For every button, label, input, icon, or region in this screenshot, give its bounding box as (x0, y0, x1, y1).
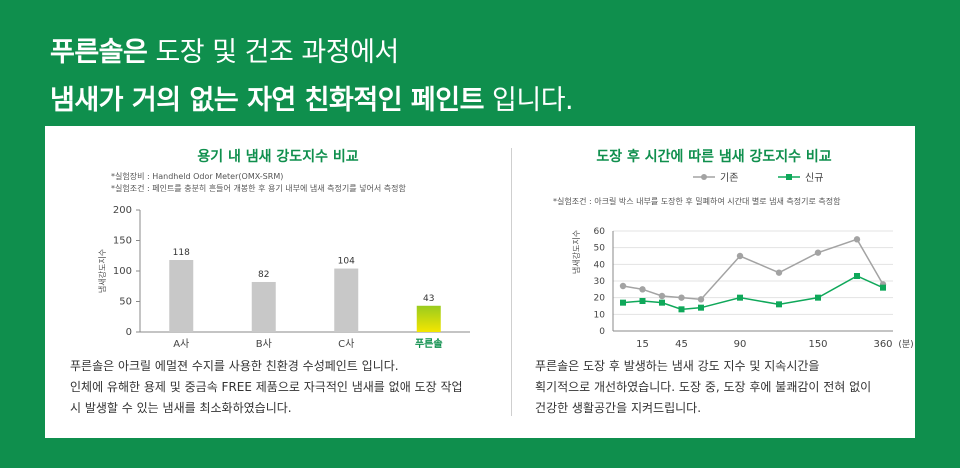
x-tick-label: 150 (808, 339, 827, 350)
bar (251, 281, 276, 332)
y-tick-label: 200 (113, 205, 132, 216)
left-desc-line: 시 발생할 수 있는 냄새를 최소화하였습니다. (70, 401, 292, 415)
x-unit-label: (분) (898, 339, 913, 350)
y-tick-label: 50 (594, 244, 606, 254)
headline-line-1: 푸른솔은 도장 및 건조 과정에서 (50, 30, 399, 69)
bar (416, 305, 441, 332)
content-panel: 용기 내 냄새 강도지수 비교 *실험장비 : Handheld Odor Me… (45, 126, 915, 438)
y-tick-label: 20 (594, 294, 606, 304)
data-point (658, 292, 666, 300)
series-line (622, 275, 884, 311)
bar-value-label: 82 (258, 270, 269, 280)
right-description: 푸른솔은 도장 후 발생하는 냄새 강도 지수 및 지속시간을 획기적으로 개선… (535, 356, 905, 419)
data-point (737, 294, 743, 301)
right-desc-line: 획기적으로 개선하였습니다. 도장 중, 도장 후에 불쾌감이 전혀 없이 (535, 380, 872, 394)
x-tick-label: 15 (636, 339, 649, 350)
y-axis-label: 냄새강도지수 (97, 249, 107, 293)
series-line (622, 238, 884, 301)
x-tick-label: A사 (173, 338, 189, 350)
data-point (776, 301, 782, 308)
legend-label: 신규 (805, 172, 823, 184)
left-desc-line: 푸른솔은 아크릴 에멀젼 수지를 사용한 친환경 수성페인트 입니다. (70, 359, 399, 373)
legend-marker (786, 174, 792, 180)
headline-line-2: 냄새가 거의 없는 자연 친화적인 페인트 입니다. (50, 78, 574, 117)
data-point (697, 296, 705, 303)
data-point (736, 252, 744, 260)
right-desc-line: 푸른솔은 도장 후 발생하는 냄새 강도 지수 및 지속시간을 (535, 359, 820, 373)
data-point (698, 304, 704, 311)
headline-line-2-c: 입니다. (483, 85, 574, 116)
data-point (775, 269, 783, 276)
data-point (619, 282, 627, 290)
data-point (659, 299, 665, 306)
legend-marker (701, 174, 707, 180)
x-tick-label: 360 (873, 339, 892, 350)
headline-brand: 푸른솔은 (50, 37, 148, 68)
left-note-2: *실험조건 : 페인트를 충분히 흔들어 개봉한 후 용기 내부에 냄새 측정기… (111, 184, 406, 193)
x-tick-label: 푸른솔 (415, 337, 443, 350)
left-description: 푸른솔은 아크릴 에멀젼 수지를 사용한 친환경 수성페인트 입니다. 인체에 … (70, 356, 500, 419)
x-tick-label: 45 (675, 339, 688, 350)
left-chart-title: 용기 내 냄새 강도지수 비교 (197, 149, 359, 165)
x-tick-label: 90 (734, 339, 747, 350)
bar (334, 268, 359, 332)
left-desc-line: 인체에 유해한 용제 및 중금속 FREE 제품으로 자극적인 냄새를 없애 도… (70, 380, 463, 394)
y-axis-label: 냄새강도지수 (571, 230, 581, 274)
bar-value-label: 43 (423, 294, 434, 304)
y-tick-label: 10 (594, 310, 606, 320)
headline-line-2-b: 자연 친화적인 페인트 (247, 85, 484, 116)
bar (169, 260, 194, 332)
y-tick-label: 30 (594, 277, 606, 287)
y-tick-label: 40 (594, 260, 606, 270)
y-tick-label: 50 (119, 297, 132, 308)
bar-value-label: 118 (173, 248, 190, 258)
data-point (639, 298, 646, 304)
data-point (853, 236, 861, 243)
bar-chart: 0 50 100 150 200 냄새강도지수 118 A사 82 B사 104 C사 43 푸른솔 (97, 205, 470, 350)
left-note-1: *실험장비 : Handheld Odor Meter(OMX-SRM) (111, 172, 284, 181)
headline-line-1-rest: 도장 및 건조 과정에서 (147, 37, 399, 68)
data-point (854, 273, 860, 279)
line-chart: 기존 신규 0 10 20 30 40 50 60 냄새강도지수 15 45 90 150 360 (분) (571, 172, 914, 350)
data-point (639, 286, 646, 293)
y-tick-label: 0 (599, 327, 605, 337)
headline-line-2-a: 냄새가 거의 없는 (50, 85, 248, 116)
right-chart-title: 도장 후 시간에 따른 냄새 강도지수 비교 (596, 149, 832, 165)
right-note: *실험조건 : 아크릴 박스 내부를 도장한 후 밀폐하여 시간대 별로 냄새 … (553, 197, 841, 206)
y-tick-label: 0 (126, 327, 132, 338)
data-point (880, 284, 886, 291)
panel-divider (511, 148, 512, 416)
x-tick-label: C사 (338, 338, 354, 350)
data-point (814, 249, 822, 256)
right-desc-line: 건강한 생활공간을 지켜드립니다. (535, 401, 702, 415)
data-point (678, 294, 685, 301)
x-tick-label: B사 (256, 338, 272, 350)
data-point (678, 306, 685, 313)
y-tick-label: 100 (113, 266, 132, 277)
bar-value-label: 104 (338, 257, 355, 267)
y-tick-label: 60 (594, 227, 606, 237)
y-tick-label: 150 (113, 236, 132, 247)
data-point (815, 294, 821, 301)
data-point (620, 299, 626, 306)
legend-label: 기존 (720, 172, 738, 184)
